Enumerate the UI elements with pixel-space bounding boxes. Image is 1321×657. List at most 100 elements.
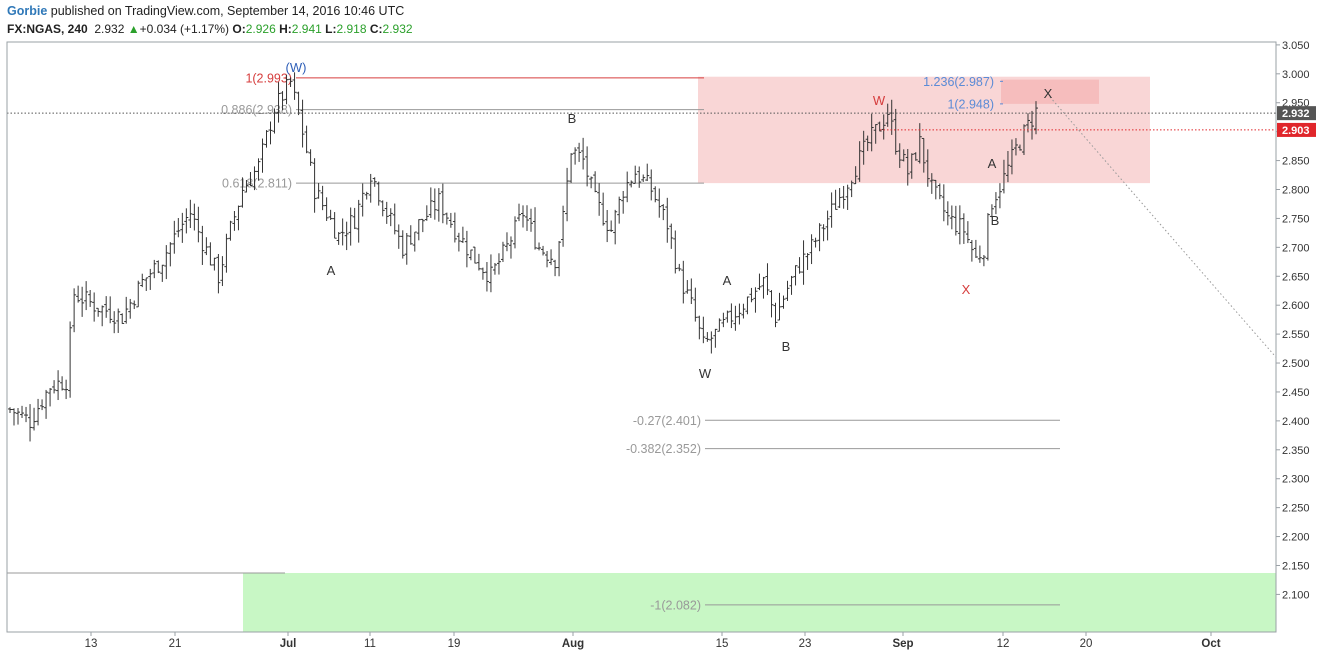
- ohlc-bar: [561, 205, 566, 247]
- ohlc-bar: [496, 253, 501, 275]
- ohlc-bar: [296, 91, 301, 116]
- ohlc-bar: [1013, 138, 1018, 156]
- ohlc-bar: [396, 224, 401, 249]
- ohlc-bar: [589, 176, 594, 189]
- ohlc-bar: [701, 316, 706, 344]
- ohlc-bar: [128, 298, 133, 319]
- ohlc-bar: [933, 179, 938, 200]
- ohlc-bar: [324, 197, 329, 221]
- ohlc-bar: [320, 185, 325, 211]
- ohlc-bar: [120, 313, 125, 324]
- ohlc-bar: [44, 389, 49, 419]
- ohlc-bar: [480, 267, 485, 280]
- ohlc-bar: [224, 233, 229, 273]
- low-label: L:: [325, 22, 337, 36]
- wave-label: A: [327, 263, 336, 278]
- ohlc-bar: [921, 137, 926, 173]
- y-tick-label: 2.750: [1282, 213, 1310, 225]
- ohlc-bar: [148, 268, 153, 290]
- wave-label: W: [699, 366, 712, 381]
- ohlc-bar: [468, 249, 473, 261]
- ohlc-bar: [376, 181, 381, 206]
- ohlc-bar: [500, 241, 505, 262]
- ohlc-bar: [340, 218, 345, 246]
- ohlc-bar: [881, 114, 886, 140]
- ohlc-bar: [885, 103, 890, 127]
- ohlc-bar: [116, 308, 121, 333]
- wave-label: B: [991, 213, 1000, 228]
- ohlc-bar: [24, 406, 29, 423]
- wave-label: X: [1044, 86, 1053, 101]
- wave-label: (W): [286, 60, 307, 75]
- wave-label: B: [782, 339, 791, 354]
- y-tick-label: 2.550: [1282, 329, 1310, 341]
- ohlc-bar: [537, 242, 542, 251]
- ohlc-bar: [865, 135, 870, 152]
- ohlc-bar: [16, 408, 21, 425]
- x-target-zone[interactable]: [1001, 79, 1099, 104]
- ohlc-bar: [673, 230, 678, 274]
- ohlc-bar: [989, 204, 994, 218]
- ohlc-bar: [601, 192, 606, 226]
- ohlc-bar: [621, 190, 626, 214]
- ohlc-bar: [533, 207, 538, 250]
- fib-label: 0.618(2.811): [222, 177, 292, 191]
- ohlc-bar: [717, 318, 722, 332]
- ohlc-bar: [276, 82, 281, 123]
- ohlc-bar: [825, 210, 830, 241]
- ohlc-bar: [60, 376, 65, 391]
- ohlc-bar: [312, 158, 317, 213]
- ohlc-bar: [909, 153, 914, 179]
- ohlc-bar: [124, 296, 129, 324]
- ohlc-bar: [68, 321, 73, 398]
- ohlc-bar: [753, 287, 758, 313]
- publish-info: Gorbie published on TradingView.com, Sep…: [7, 4, 404, 18]
- ohlc-bar: [845, 184, 850, 210]
- ohlc-bar: [609, 220, 614, 232]
- y-tick-label: 2.350: [1282, 445, 1310, 457]
- y-tick-label: 2.600: [1282, 300, 1310, 312]
- ohlc-bar: [545, 251, 550, 268]
- x-tick-label: 11: [364, 638, 376, 650]
- author-name[interactable]: Gorbie: [7, 4, 48, 18]
- ohlc-bar: [80, 286, 85, 317]
- ohlc-bar: [737, 303, 742, 325]
- fib-label: 1(2.993): [245, 71, 292, 85]
- ohlc-bar: [877, 121, 882, 132]
- fib-label: -1(2.082): [650, 598, 701, 612]
- symbol-interval[interactable]: FX:NGAS, 240: [7, 22, 88, 36]
- ohlc-bar: [420, 218, 425, 233]
- ohlc-bar: [557, 241, 562, 277]
- ohlc-bar: [761, 276, 766, 299]
- x-tick-label: 12: [997, 638, 1010, 650]
- support-zone[interactable]: [243, 573, 1276, 632]
- ohlc-bar: [725, 310, 730, 323]
- ohlc-bar: [196, 206, 201, 243]
- ohlc-bar: [72, 288, 77, 333]
- ohlc-bar: [949, 205, 954, 230]
- up-arrow-icon: ▲: [127, 22, 140, 36]
- ohlc-bar: [164, 245, 169, 280]
- ohlc-bar: [372, 177, 377, 187]
- ohlc-bar: [969, 240, 974, 262]
- ohlc-bar: [368, 173, 373, 203]
- ohlc-bar: [408, 225, 413, 245]
- ohlc-bar: [440, 183, 445, 224]
- ohlc-bar: [833, 189, 838, 210]
- ohlc-bar: [256, 158, 261, 181]
- low-value: 2.918: [336, 22, 367, 36]
- ohlc-bar: [745, 296, 750, 315]
- ohlc-bar: [432, 188, 437, 220]
- ohlc-bar: [36, 398, 41, 426]
- ohlc-bar: [464, 230, 469, 268]
- ohlc-bar: [925, 149, 930, 187]
- ohlc-bar: [785, 280, 790, 301]
- ohlc-bar: [613, 209, 618, 245]
- ohlc-bar: [697, 315, 702, 340]
- wave-label: X: [962, 282, 971, 297]
- ohlc-bar: [288, 77, 293, 87]
- ohlc-bar: [901, 149, 906, 162]
- high-value: 2.941: [291, 22, 322, 36]
- ohlc-bar: [444, 212, 449, 225]
